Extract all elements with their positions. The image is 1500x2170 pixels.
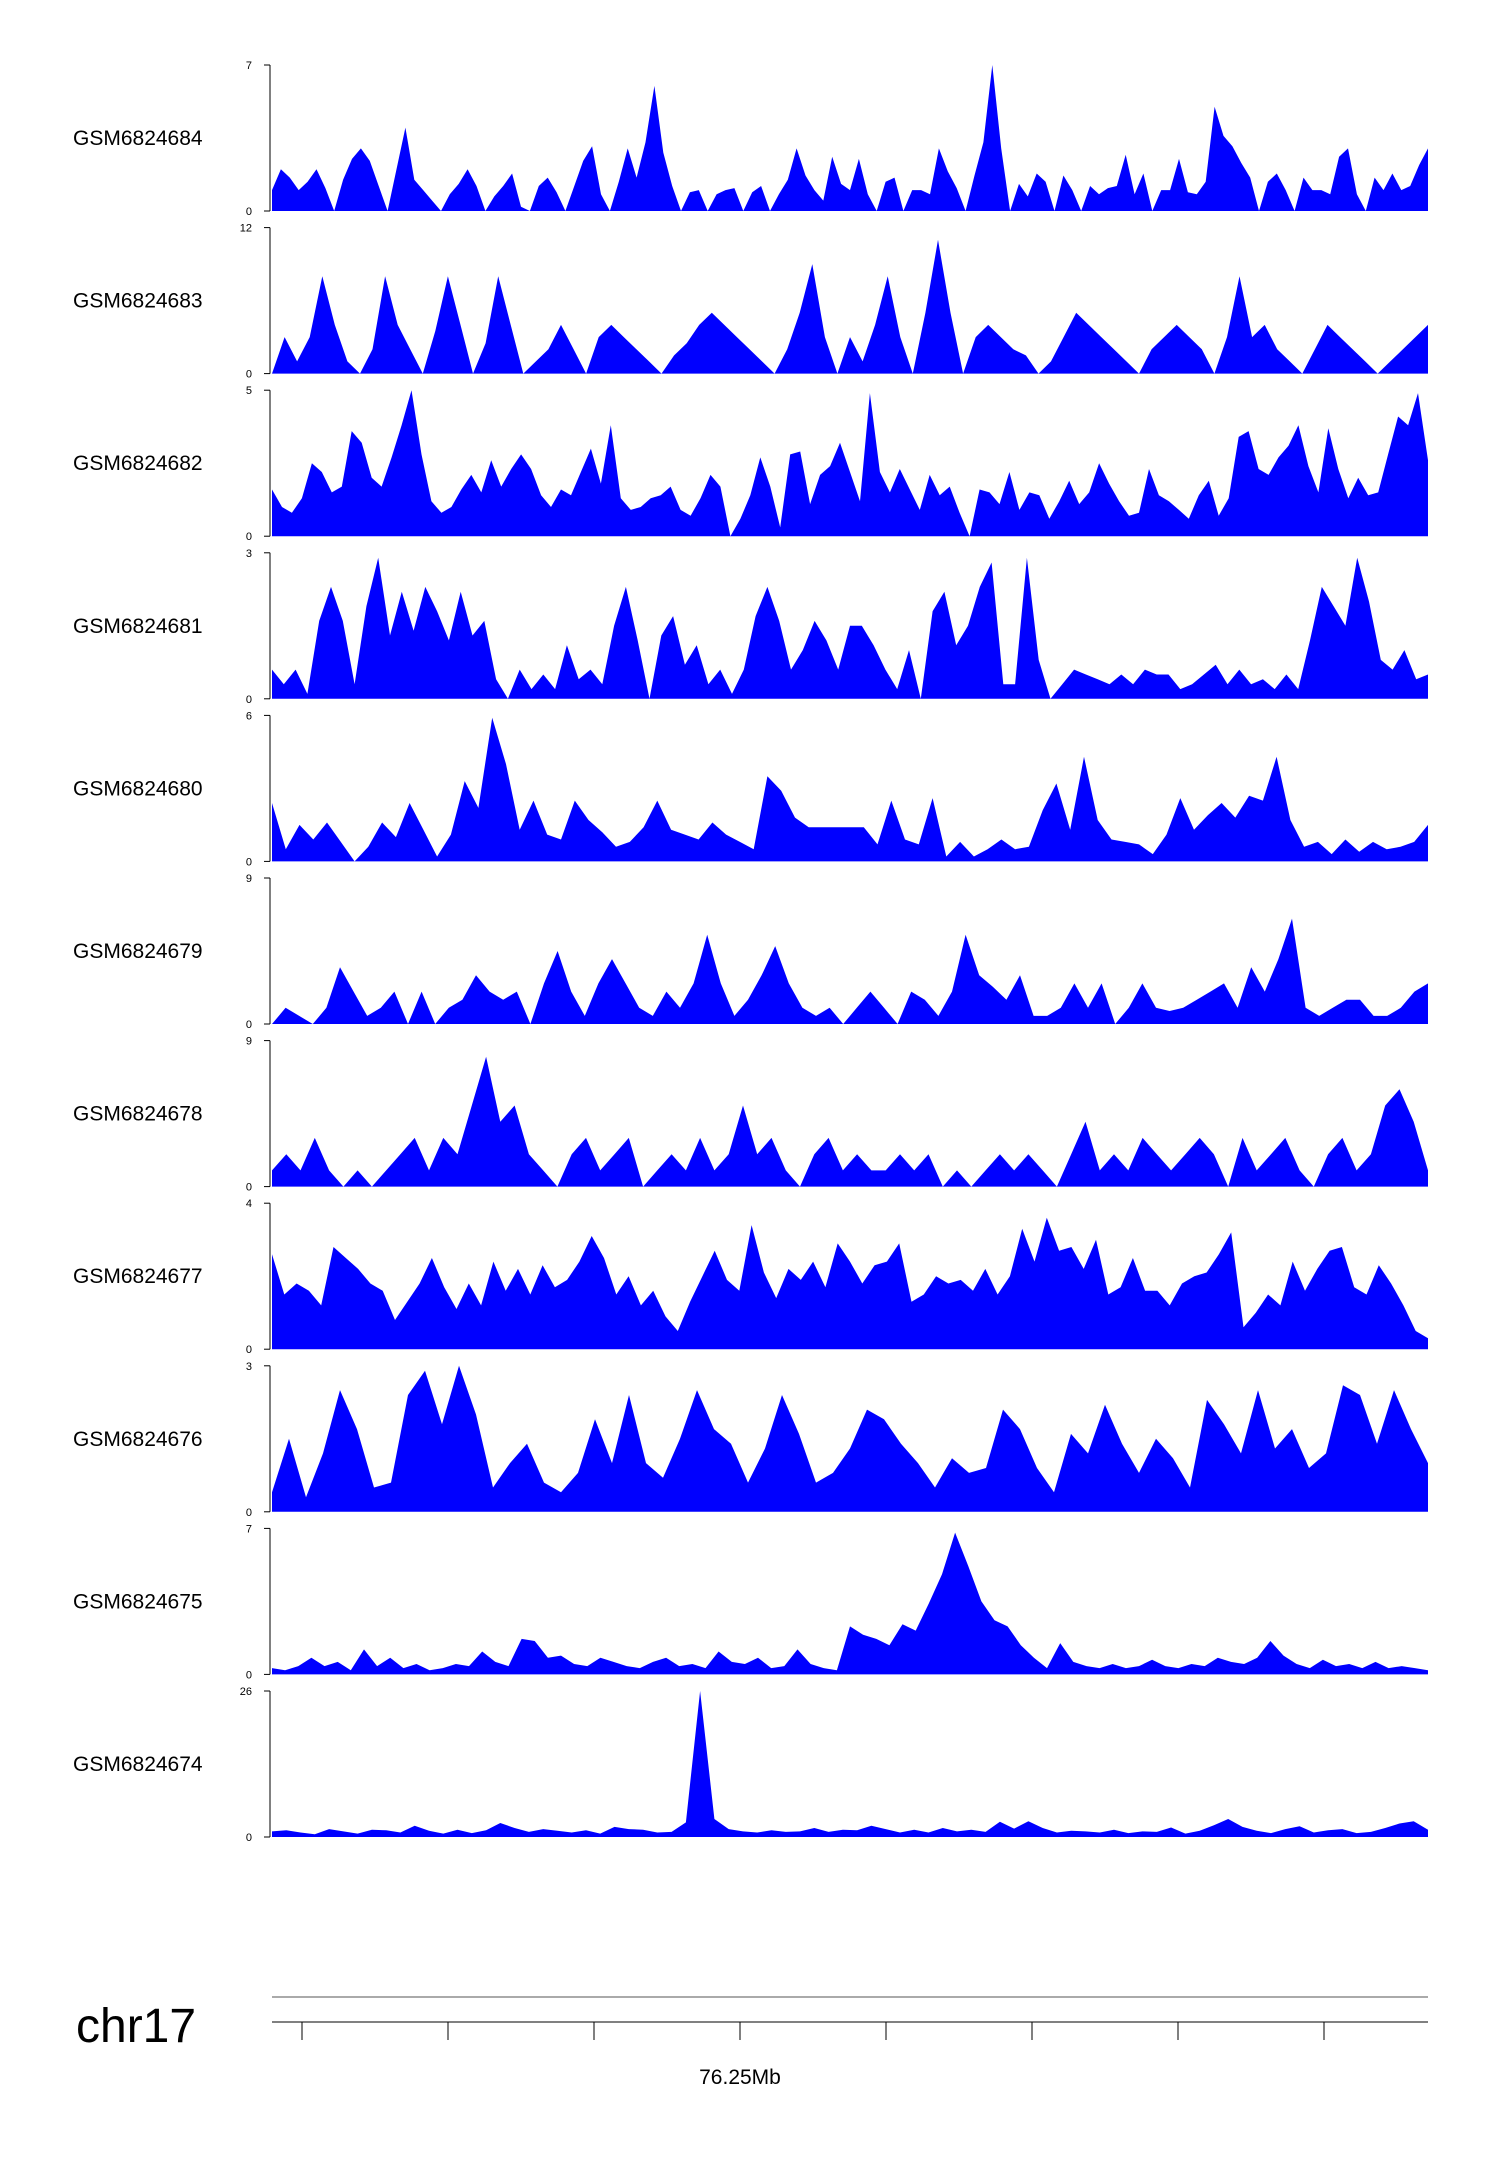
y-tick-label-zero: 0 — [246, 1669, 252, 1681]
y-tick-label-zero: 0 — [246, 531, 252, 543]
track-GSM6824675: GSM6824675 7 0 — [73, 1523, 1428, 1681]
y-tick-label-zero: 0 — [246, 1182, 252, 1194]
coverage-area — [272, 918, 1428, 1024]
y-tick-label-max: 3 — [246, 1361, 252, 1373]
track-GSM6824678: GSM6824678 9 0 — [73, 1036, 1428, 1194]
y-tick-label-zero: 0 — [246, 1019, 252, 1031]
track-label: GSM6824683 — [73, 290, 203, 313]
y-tick-label-zero: 0 — [246, 1832, 252, 1844]
track-GSM6824677: GSM6824677 4 0 — [73, 1198, 1428, 1356]
coverage-area — [272, 1056, 1428, 1187]
coverage-area — [272, 557, 1428, 699]
track-GSM6824683: GSM6824683 12 0 — [73, 223, 1428, 381]
track-label: GSM6824676 — [73, 1428, 203, 1451]
y-tick-label-max: 12 — [240, 223, 252, 235]
coverage-area — [272, 1365, 1428, 1512]
y-tick-label-max: 6 — [246, 710, 252, 722]
track-GSM6824682: GSM6824682 5 0 — [73, 385, 1428, 543]
track-label: GSM6824679 — [73, 940, 203, 963]
track-label: GSM6824674 — [73, 1753, 203, 1776]
track-GSM6824681: GSM6824681 3 0 — [73, 548, 1428, 706]
coverage-area — [272, 1532, 1428, 1675]
coverage-area — [272, 65, 1428, 211]
track-label: GSM6824681 — [73, 615, 203, 638]
genome-axis-tick-label: 76.25Mb — [699, 2066, 781, 2089]
y-tick-label-max: 3 — [246, 548, 252, 560]
coverage-area — [272, 717, 1428, 862]
y-tick-label-zero: 0 — [246, 206, 252, 218]
track-label: GSM6824675 — [73, 1590, 203, 1613]
track-label: GSM6824684 — [73, 127, 203, 150]
y-tick-label-max: 4 — [246, 1198, 252, 1210]
track-GSM6824679: GSM6824679 9 0 — [73, 873, 1428, 1031]
y-tick-label-max: 7 — [246, 60, 252, 72]
track-label: GSM6824677 — [73, 1265, 203, 1288]
track-GSM6824684: GSM6824684 7 0 — [73, 60, 1428, 218]
y-tick-label-zero: 0 — [246, 369, 252, 381]
chromosome-label: chr17 — [76, 2000, 196, 2053]
track-GSM6824674: GSM6824674 26 0 — [73, 1686, 1428, 1844]
track-GSM6824676: GSM6824676 3 0 — [73, 1361, 1428, 1519]
track-label: GSM6824678 — [73, 1103, 203, 1126]
y-tick-label-max: 9 — [246, 873, 252, 885]
y-tick-label-max: 26 — [240, 1686, 252, 1698]
y-tick-label-zero: 0 — [246, 856, 252, 868]
genome-axis: chr17 76.25Mb — [76, 1996, 1428, 2089]
track-label: GSM6824682 — [73, 452, 203, 475]
track-label: GSM6824680 — [73, 777, 203, 800]
y-tick-label-zero: 0 — [246, 1507, 252, 1519]
y-tick-label-zero: 0 — [246, 1344, 252, 1356]
track-GSM6824680: GSM6824680 6 0 — [73, 710, 1428, 868]
coverage-area — [272, 390, 1428, 537]
coverage-area — [272, 1691, 1428, 1837]
y-tick-label-zero: 0 — [246, 694, 252, 706]
y-tick-label-max: 5 — [246, 385, 252, 397]
coverage-area — [272, 1217, 1428, 1350]
y-tick-label-max: 7 — [246, 1523, 252, 1535]
coverage-area — [272, 239, 1428, 374]
y-tick-label-max: 9 — [246, 1036, 252, 1048]
